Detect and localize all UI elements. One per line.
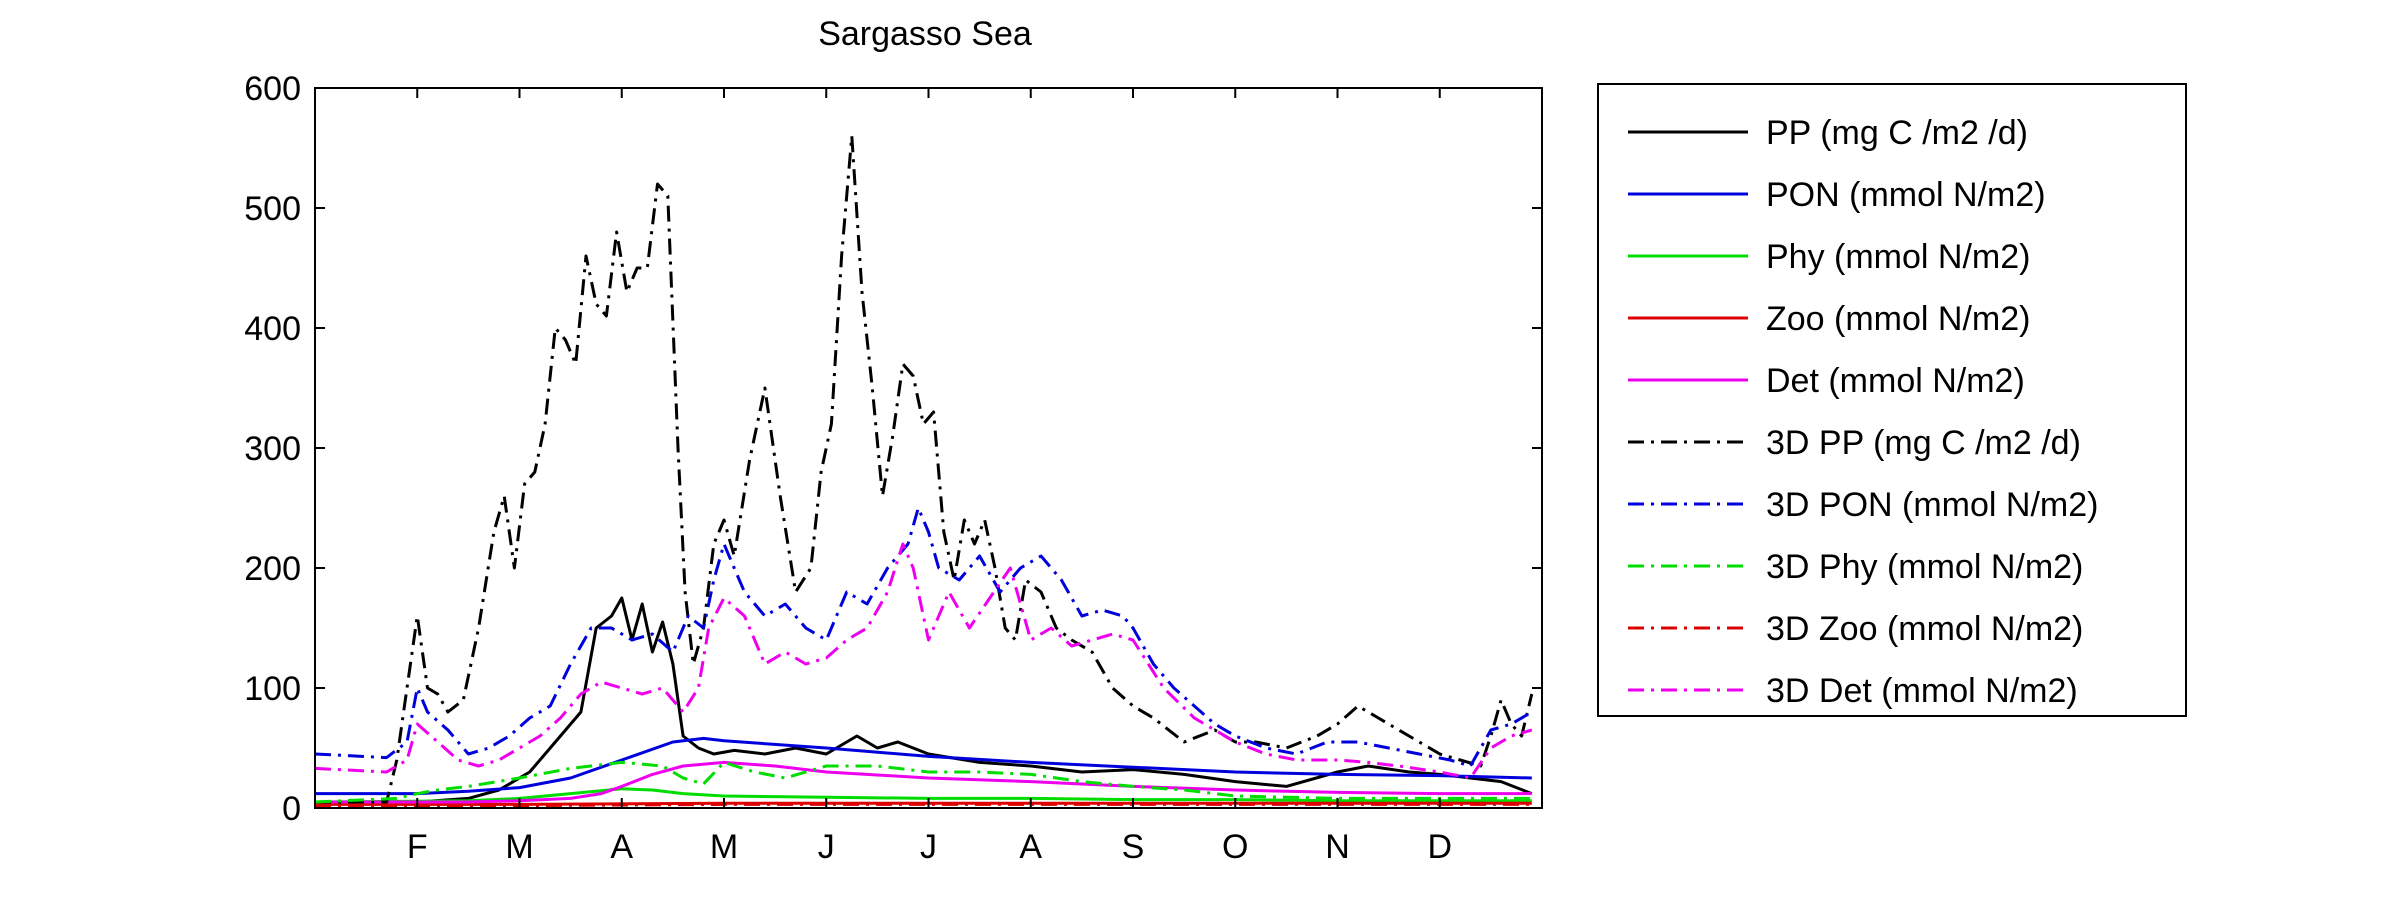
legend-label-2: PON (mmol N/m2) [1766,176,2046,214]
series-line-8 [315,760,1532,804]
x-tick-label: A [610,828,633,866]
legend-label-1: PP (mg C /m2 /d) [1766,114,2028,152]
y-tick-label: 100 [244,670,301,708]
legend-label-8: 3D Phy (mmol N/m2) [1766,548,2083,586]
y-tick-label: 200 [244,550,301,588]
y-tick-label: 400 [244,310,301,348]
y-tick-label: 500 [244,190,301,228]
series-line-1 [315,596,1533,804]
legend-label-6: 3D PP (mg C /m2 /d) [1766,424,2081,462]
axes: 0 100 200 300 400 500 600 F M A M J J A S O N D [244,70,1543,866]
legend-label-10: 3D Det (mmol N/m2) [1766,672,2078,710]
legend-label-4: Zoo (mmol N/m2) [1766,300,2030,338]
x-tick-label: J [818,828,835,866]
x-tick-label: N [1325,828,1350,866]
x-tick-label: S [1122,828,1145,866]
x-tick-label: A [1019,828,1042,866]
y-tick-label: 300 [244,430,301,468]
x-tick-label: M [710,828,738,866]
plot-frame [314,87,1543,809]
series-line-10 [315,542,1533,780]
y-tick-label: 0 [282,790,301,828]
series-line-6 [315,134,1534,804]
legend-label-9: 3D Zoo (mmol N/m2) [1766,610,2083,648]
series-line-3 [315,787,1532,804]
x-tick-label: J [920,828,937,866]
series-line-5 [315,760,1532,804]
series-line-2 [315,736,1532,796]
chart-title: Sargasso Sea [818,15,1032,53]
legend-box [1597,83,2187,717]
legend-label-3: Phy (mmol N/m2) [1766,238,2030,276]
plot-area [315,134,1534,808]
x-tick-label: F [407,828,428,866]
x-tick-label: M [505,828,533,866]
legend-label-5: Det (mmol N/m2) [1766,362,2025,400]
legend: PP (mg C /m2 /d) PON (mmol N/m2) Phy (mmol… [1597,83,2187,717]
series-line-7 [315,506,1533,768]
legend-label-7: 3D PON (mmol N/m2) [1766,486,2098,524]
x-tick-label: D [1427,828,1452,866]
y-tick-label: 600 [244,70,301,108]
x-tick-label: O [1222,828,1248,866]
